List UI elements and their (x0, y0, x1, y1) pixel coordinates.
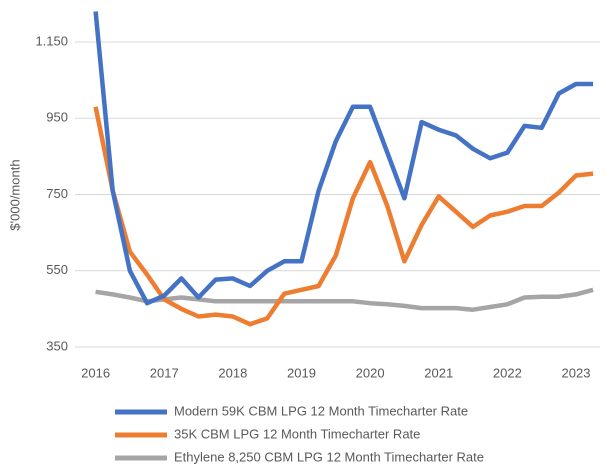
y-tick-label: 350 (46, 338, 68, 353)
y-tick-label: 950 (46, 110, 68, 125)
y-tick-label: 550 (46, 262, 68, 277)
x-tick-label: 2018 (218, 365, 247, 380)
x-tick-label: 2022 (493, 365, 522, 380)
x-tick-label: 2020 (356, 365, 385, 380)
series-line (95, 287, 594, 312)
legend-label: Ethylene 8,250 CBM LPG 12 Month Timechar… (174, 449, 484, 464)
series-line (93, 106, 594, 327)
y-axis-label: $'000/month (7, 159, 22, 230)
legend-label: 35K CBM LPG 12 Month Timecharter Rate (174, 426, 420, 441)
x-tick-label: 2017 (150, 365, 179, 380)
x-tick-label: 2016 (81, 365, 110, 380)
x-tick-label: 2019 (287, 365, 316, 380)
legend-label: Modern 59K CBM LPG 12 Month Timecharter … (174, 403, 468, 418)
x-tick-label: 2021 (424, 365, 453, 380)
series-line (93, 11, 594, 306)
y-tick-label: 1.150 (35, 33, 68, 48)
y-tick-label: 750 (46, 186, 68, 201)
x-tick-label: 2023 (562, 365, 591, 380)
